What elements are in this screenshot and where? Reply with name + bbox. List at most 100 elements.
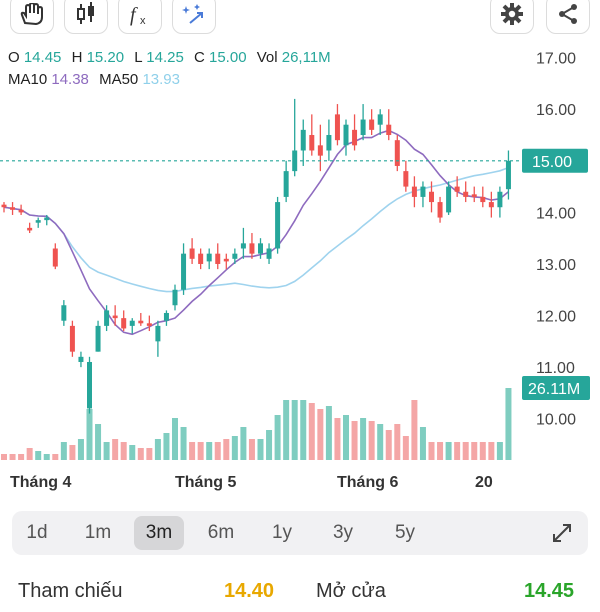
volume-bar — [43, 454, 50, 460]
volume-bar — [317, 409, 324, 460]
svg-text:f: f — [130, 4, 138, 26]
volume-bar — [377, 424, 384, 460]
hand-draw-icon — [20, 3, 43, 25]
volume-bar — [103, 442, 110, 460]
volume-bar — [163, 433, 170, 460]
candle-body — [163, 312, 169, 321]
volume-bar — [35, 451, 42, 460]
volume-bar — [18, 454, 25, 460]
function-icon: f x — [130, 4, 146, 26]
candle-body — [95, 325, 101, 352]
candle-body — [35, 220, 41, 223]
open-price-value: 14.45 — [524, 580, 575, 602]
volume-bar — [488, 442, 495, 460]
volume-bar — [334, 418, 341, 460]
candle-body — [463, 191, 469, 197]
candle-body — [454, 186, 460, 192]
x-axis-label: Tháng 4 — [10, 474, 71, 491]
y-tick-label: 10.00 — [536, 412, 576, 429]
period-6m[interactable]: 6m — [207, 522, 235, 543]
volume-bar — [77, 439, 84, 460]
candle-body — [104, 310, 110, 326]
period-1d[interactable]: 1d — [26, 522, 48, 543]
candle-body — [369, 119, 375, 130]
reference-value: 14.40 — [224, 580, 275, 602]
draw-tool-button[interactable] — [10, 0, 54, 34]
volume-bar — [95, 424, 102, 460]
volume-bar — [52, 454, 59, 460]
chart-type-button[interactable] — [64, 0, 108, 34]
period-1y[interactable]: 1y — [271, 522, 293, 543]
candle-body — [18, 209, 24, 213]
ma10-label: MA10 — [8, 71, 48, 88]
volume-bar — [437, 442, 444, 460]
price-chart[interactable]: 17.00 16.00 15.00 14.00 13.00 12.00 11.00 10.00… — [0, 0, 600, 500]
open-value: 14.45 — [23, 49, 62, 66]
candle-body — [266, 248, 272, 259]
current-price-label: 15.00 — [532, 154, 572, 171]
volume-bar — [479, 442, 486, 460]
svg-text:x: x — [140, 15, 146, 26]
candle-body — [497, 191, 503, 208]
current-volume-tag — [522, 376, 590, 400]
volume-bar — [385, 430, 392, 460]
candle-body — [129, 320, 135, 326]
open-price-label: Mở cửa — [316, 580, 386, 602]
volume-bar — [172, 418, 178, 460]
volume-label: Vol — [256, 49, 278, 66]
volume-bar — [419, 427, 426, 460]
candle-body — [249, 243, 255, 254]
price-summary: Tham chiếu 14.40 Mở cửa 14.45 — [0, 572, 600, 612]
volume-bar — [394, 424, 401, 460]
settings-button[interactable] — [490, 0, 534, 34]
candle-body — [377, 114, 383, 125]
period-5y[interactable]: 5y — [394, 522, 416, 543]
volume-bar — [283, 400, 290, 460]
ma10-line — [3, 129, 509, 336]
volume-bar — [206, 442, 213, 460]
volume-bar — [360, 418, 367, 460]
period-3m[interactable]: 3m — [134, 516, 184, 550]
x-axis-label: Tháng 6 — [337, 474, 398, 491]
candle-body — [1, 204, 7, 208]
share-button[interactable] — [546, 0, 590, 34]
chart-toolbar: f x — [0, 0, 600, 36]
candle-body — [69, 325, 75, 352]
gear-icon — [501, 3, 523, 25]
volume-bar — [411, 400, 418, 460]
open-label: O — [8, 49, 20, 66]
volume-bar — [325, 406, 332, 460]
ma10-value: 14.38 — [51, 71, 89, 88]
candle-body — [258, 243, 263, 254]
high-value: 15.20 — [86, 49, 125, 66]
volume-value: 26,11M — [281, 49, 331, 66]
indicator-button[interactable]: f x — [118, 0, 162, 34]
volume-bar — [351, 421, 358, 460]
reference-label: Tham chiếu — [18, 580, 123, 602]
volume-bar — [146, 448, 153, 460]
ma50-value: 13.93 — [142, 71, 180, 88]
volume-bar — [291, 400, 298, 460]
ma50-label: MA50 — [99, 71, 139, 88]
ohlc-legend: O 14.45 H 15.20 L 14.25 C 15.00 Vol 26,1… — [8, 49, 337, 66]
close-label: C — [193, 49, 205, 66]
close-value: 15.00 — [209, 49, 247, 66]
volume-bar — [248, 439, 255, 460]
volume-bar — [60, 442, 67, 460]
expand-icon[interactable] — [550, 521, 574, 545]
auto-analysis-button[interactable] — [172, 0, 216, 34]
volume-bar — [214, 442, 221, 460]
candle-body — [232, 253, 238, 259]
candle-body — [61, 305, 67, 321]
volume-bar — [9, 454, 16, 460]
volume-bar — [197, 442, 204, 460]
candle-body — [446, 186, 452, 213]
candle-body — [52, 248, 58, 267]
candle-body — [172, 289, 178, 306]
volume-bar — [137, 448, 144, 460]
candle-body — [206, 253, 212, 262]
period-1m[interactable]: 1m — [84, 522, 112, 543]
candle-body — [10, 207, 16, 210]
period-3y[interactable]: 3y — [332, 522, 354, 543]
candle-body — [394, 140, 400, 166]
